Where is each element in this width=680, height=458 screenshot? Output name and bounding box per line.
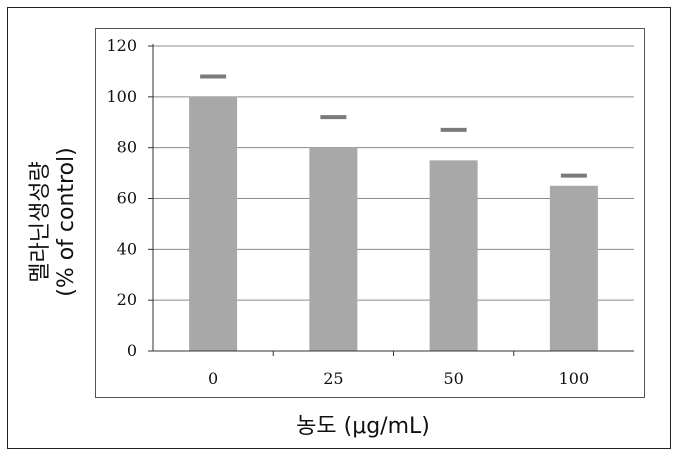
x-tick-label: 25 [323, 369, 343, 388]
bar [309, 147, 358, 351]
bars [189, 96, 598, 351]
y-tick-label: 80 [117, 138, 137, 157]
axes [148, 44, 634, 356]
x-tick-labels: 0 25 50 100 [208, 369, 589, 388]
plot-area-border [95, 28, 645, 398]
y-tick-label: 20 [117, 290, 137, 309]
x-tick-label: 50 [443, 369, 463, 388]
x-tick-label: 0 [208, 369, 218, 388]
x-axis-label: 농도 (μg/mL) [296, 414, 430, 439]
error-bars [200, 74, 587, 178]
y-tick-label: 100 [106, 87, 137, 106]
bar [549, 185, 598, 351]
y-axis-label-group: 멜라닌생성량 (% of control) [28, 147, 79, 297]
y-tick-label: 0 [127, 341, 137, 360]
x-tick-label: 100 [559, 369, 590, 388]
y-axis-label-line2: (% of control) [54, 147, 79, 297]
y-axis-label-line1: 멜라닌생성량 [28, 161, 53, 282]
y-tick-labels: 0 20 40 60 80 100 120 [106, 36, 137, 360]
y-tick-label: 120 [106, 36, 137, 55]
bar [429, 160, 478, 351]
y-tick-label: 60 [117, 189, 137, 208]
y-tick-label: 40 [117, 239, 137, 258]
bar [189, 96, 238, 351]
